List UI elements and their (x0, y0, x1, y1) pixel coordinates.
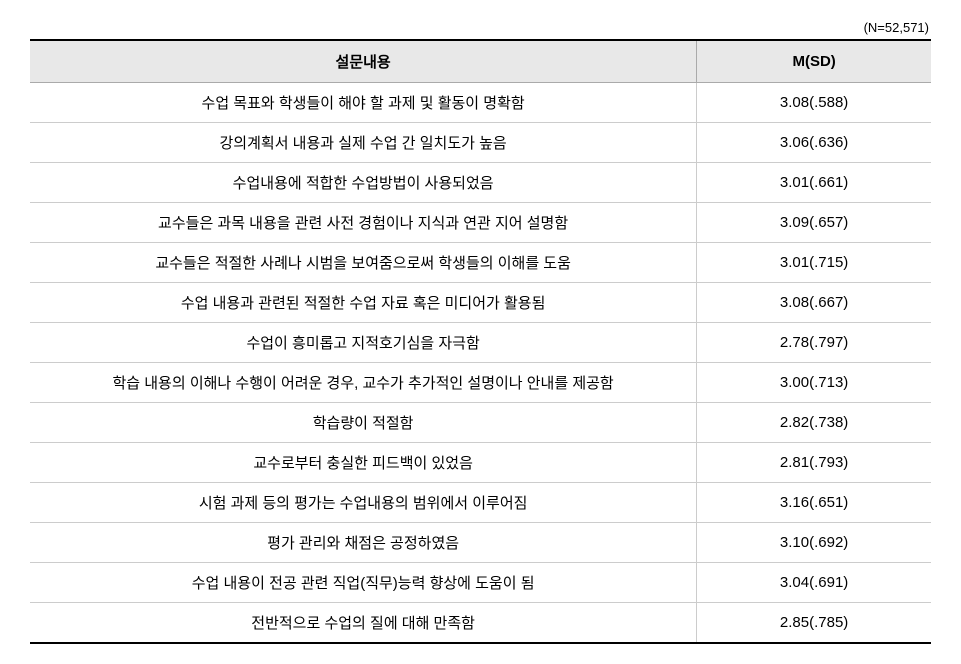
table-row: 수업내용에 적합한 수업방법이 사용되었음3.01(.661) (30, 163, 931, 203)
table-row: 교수들은 과목 내용을 관련 사전 경험이나 지식과 연관 지어 설명함3.09… (30, 203, 931, 243)
value-cell: 3.10(.692) (697, 523, 931, 563)
value-cell: 2.85(.785) (697, 603, 931, 644)
question-cell: 전반적으로 수업의 질에 대해 만족함 (30, 603, 697, 644)
value-cell: 3.04(.691) (697, 563, 931, 603)
table-row: 수업 내용과 관련된 적절한 수업 자료 혹은 미디어가 활용됨3.08(.66… (30, 283, 931, 323)
value-cell: 3.01(.661) (697, 163, 931, 203)
table-body: 수업 목표와 학생들이 해야 할 과제 및 활동이 명확함3.08(.588)강… (30, 83, 931, 644)
question-cell: 수업 내용과 관련된 적절한 수업 자료 혹은 미디어가 활용됨 (30, 283, 697, 323)
question-cell: 강의계획서 내용과 실제 수업 간 일치도가 높음 (30, 123, 697, 163)
table-row: 강의계획서 내용과 실제 수업 간 일치도가 높음3.06(.636) (30, 123, 931, 163)
question-cell: 교수들은 과목 내용을 관련 사전 경험이나 지식과 연관 지어 설명함 (30, 203, 697, 243)
value-cell: 3.00(.713) (697, 363, 931, 403)
table-header-row: 설문내용 M(SD) (30, 40, 931, 83)
table-row: 교수들은 적절한 사례나 시범을 보여줌으로써 학생들의 이해를 도움3.01(… (30, 243, 931, 283)
question-cell: 시험 과제 등의 평가는 수업내용의 범위에서 이루어짐 (30, 483, 697, 523)
value-cell: 3.06(.636) (697, 123, 931, 163)
value-cell: 3.16(.651) (697, 483, 931, 523)
value-cell: 2.78(.797) (697, 323, 931, 363)
question-cell: 평가 관리와 채점은 공정하였음 (30, 523, 697, 563)
question-cell: 수업내용에 적합한 수업방법이 사용되었음 (30, 163, 697, 203)
column-header-question: 설문내용 (30, 40, 697, 83)
table-row: 수업이 흥미롭고 지적호기심을 자극함2.78(.797) (30, 323, 931, 363)
table-row: 시험 과제 등의 평가는 수업내용의 범위에서 이루어짐3.16(.651) (30, 483, 931, 523)
table-row: 수업 목표와 학생들이 해야 할 과제 및 활동이 명확함3.08(.588) (30, 83, 931, 123)
value-cell: 3.08(.588) (697, 83, 931, 123)
question-cell: 수업 내용이 전공 관련 직업(직무)능력 향상에 도움이 됨 (30, 563, 697, 603)
question-cell: 교수로부터 충실한 피드백이 있었음 (30, 443, 697, 483)
table-row: 교수로부터 충실한 피드백이 있었음2.81(.793) (30, 443, 931, 483)
value-cell: 3.01(.715) (697, 243, 931, 283)
table-row: 수업 내용이 전공 관련 직업(직무)능력 향상에 도움이 됨3.04(.691… (30, 563, 931, 603)
value-cell: 3.09(.657) (697, 203, 931, 243)
value-cell: 2.82(.738) (697, 403, 931, 443)
sample-size-label: (N=52,571) (30, 20, 931, 35)
survey-table: 설문내용 M(SD) 수업 목표와 학생들이 해야 할 과제 및 활동이 명확함… (30, 39, 931, 644)
table-row: 학습량이 적절함2.82(.738) (30, 403, 931, 443)
question-cell: 수업 목표와 학생들이 해야 할 과제 및 활동이 명확함 (30, 83, 697, 123)
table-row: 평가 관리와 채점은 공정하였음3.10(.692) (30, 523, 931, 563)
question-cell: 학습량이 적절함 (30, 403, 697, 443)
table-row: 학습 내용의 이해나 수행이 어려운 경우, 교수가 추가적인 설명이나 안내를… (30, 363, 931, 403)
value-cell: 2.81(.793) (697, 443, 931, 483)
question-cell: 교수들은 적절한 사례나 시범을 보여줌으로써 학생들의 이해를 도움 (30, 243, 697, 283)
question-cell: 학습 내용의 이해나 수행이 어려운 경우, 교수가 추가적인 설명이나 안내를… (30, 363, 697, 403)
column-header-value: M(SD) (697, 40, 931, 83)
table-row: 전반적으로 수업의 질에 대해 만족함2.85(.785) (30, 603, 931, 644)
question-cell: 수업이 흥미롭고 지적호기심을 자극함 (30, 323, 697, 363)
value-cell: 3.08(.667) (697, 283, 931, 323)
